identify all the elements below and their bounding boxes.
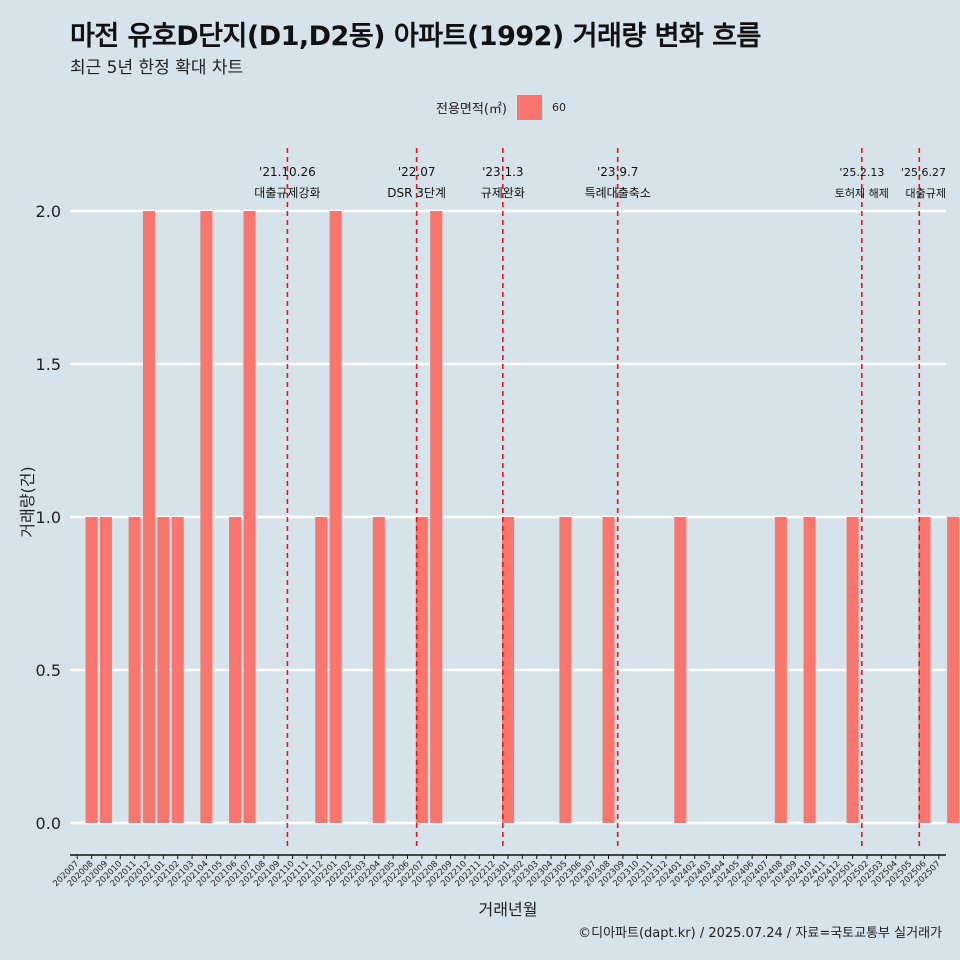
bar xyxy=(846,517,859,823)
bar xyxy=(171,517,184,823)
event-name-label: 대출규제 xyxy=(906,187,946,200)
bar xyxy=(229,517,242,823)
bar xyxy=(559,517,572,823)
chart-title: 마전 유호D단지(D1,D2동) 아파트(1992) 거래량 변화 흐름 xyxy=(70,21,761,52)
event-name-label: DSR 3단계 xyxy=(387,186,446,200)
y-tick-label: 0.5 xyxy=(36,661,61,680)
bar xyxy=(774,517,787,823)
y-tick-label: 2.0 xyxy=(36,202,61,221)
event-name-label: 규제완화 xyxy=(481,186,525,200)
bar xyxy=(329,211,342,823)
chart-subtitle: 최근 5년 한정 확대 차트 xyxy=(70,58,244,78)
event-name-label: 토허제 해제 xyxy=(835,186,889,200)
bar xyxy=(128,517,141,823)
bar xyxy=(243,211,256,823)
legend-item-label: 60 xyxy=(551,100,566,114)
bar xyxy=(674,517,687,823)
legend-title: 전용면적(㎡) xyxy=(436,101,507,117)
source-caption: ©디아파트(dapt.kr) / 2025.07.24 / 자료=국토교통부 실… xyxy=(578,926,942,941)
bar xyxy=(602,517,615,823)
event-date-label: '23.1.3 xyxy=(482,165,523,179)
bar xyxy=(947,517,960,823)
bar xyxy=(372,517,385,823)
bar xyxy=(501,517,515,823)
legend: 전용면적(㎡) 60 xyxy=(436,94,566,120)
legend-swatch xyxy=(516,94,542,120)
event-date-label: '23.9.7 xyxy=(597,165,638,179)
y-tick-label: 1.0 xyxy=(36,508,61,527)
event-date-label: '22.07 xyxy=(398,165,436,179)
bar xyxy=(157,517,170,823)
bar xyxy=(918,517,931,823)
event-name-label: 특례대출축소 xyxy=(585,186,651,200)
bar xyxy=(415,517,428,823)
x-axis-title: 거래년월 xyxy=(479,900,538,919)
bar xyxy=(315,517,328,823)
event-date-label: '21.10.26 xyxy=(259,165,316,179)
event-date-label: '25.2.13 xyxy=(839,166,884,179)
bar xyxy=(803,517,816,823)
bar xyxy=(142,211,156,823)
event-date-label: '25.6.27 xyxy=(901,166,946,179)
y-tick-label: 1.5 xyxy=(36,355,61,374)
bar xyxy=(99,517,112,823)
bar xyxy=(85,517,98,823)
bar xyxy=(430,211,443,823)
event-name-label: 대출규제강화 xyxy=(254,186,320,200)
y-tick-label: 0.0 xyxy=(36,814,61,833)
y-axis-title: 거래량(건) xyxy=(18,466,37,537)
bar xyxy=(200,211,213,823)
